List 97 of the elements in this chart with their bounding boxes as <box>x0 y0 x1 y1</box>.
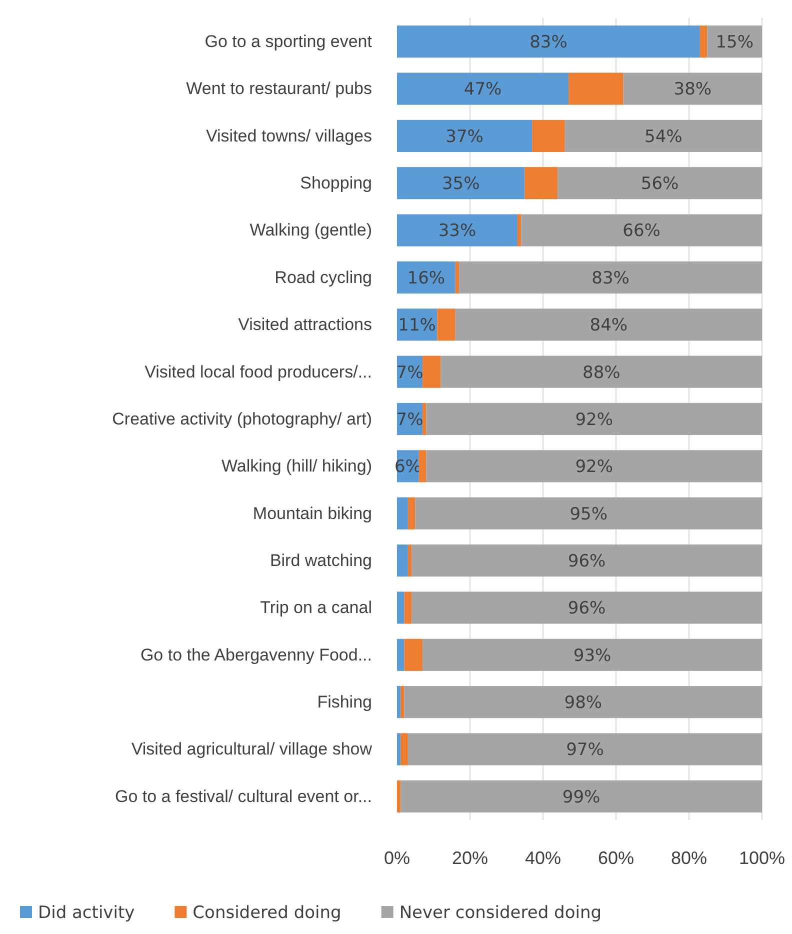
bar <box>422 638 762 671</box>
bar <box>558 167 762 200</box>
bar <box>459 261 762 294</box>
bar <box>415 497 762 530</box>
bar <box>397 214 518 246</box>
y-tick-label: Walking (gentle) <box>250 220 372 240</box>
bar <box>564 120 762 152</box>
bar <box>412 544 762 577</box>
data-label: 99% <box>562 787 600 808</box>
legend-label: Never considered doing <box>399 902 602 923</box>
data-label: 93% <box>573 646 612 666</box>
legend-label: Did activity <box>38 902 135 923</box>
y-tick-label: Trip on a canal <box>260 598 372 618</box>
data-label: 11% <box>398 316 436 336</box>
data-label: 92% <box>575 410 613 430</box>
bar <box>397 120 532 152</box>
bar <box>517 214 522 246</box>
bar <box>400 733 408 766</box>
data-label: 35% <box>442 174 480 194</box>
bar <box>521 214 762 246</box>
bar <box>397 26 700 58</box>
data-label: 16% <box>407 268 446 288</box>
bar <box>408 497 416 530</box>
x-tick-label: 60% <box>598 848 634 868</box>
bar <box>400 780 762 812</box>
x-tick-label: 20% <box>452 848 488 868</box>
bar <box>455 308 762 341</box>
y-tick-label: Go to a festival/ cultural event or... <box>114 786 372 806</box>
bar <box>397 592 404 624</box>
bar <box>422 356 441 388</box>
data-label: 92% <box>575 457 613 478</box>
data-label: 88% <box>582 362 620 383</box>
bar <box>426 402 762 436</box>
y-tick-label: Visited local food producers/... <box>144 362 372 382</box>
y-tick-label: Mountain biking <box>252 504 372 523</box>
bar <box>397 544 408 577</box>
y-tick-label: Fishing <box>317 692 372 712</box>
y-tick-label: Go to the Abergavenny Food... <box>140 645 372 664</box>
y-tick-label: Walking (hill/ hiking) <box>221 456 372 476</box>
x-tick-label: 80% <box>670 848 708 868</box>
bar <box>623 72 762 105</box>
bar <box>440 356 762 388</box>
bar <box>397 686 401 718</box>
data-label: 37% <box>446 126 484 147</box>
y-tick-label: Visited towns/ villages <box>206 126 372 146</box>
data-label: 54% <box>644 126 682 147</box>
y-tick-label: Creative activity (photography/ art) <box>112 409 372 428</box>
x-tick-label: 0% <box>384 848 410 868</box>
bar <box>408 733 762 766</box>
y-tick-label: Shopping <box>300 174 372 193</box>
bar <box>700 26 708 58</box>
bar <box>397 733 401 766</box>
data-label: 95% <box>570 504 608 524</box>
data-label: 38% <box>674 80 712 100</box>
data-label: 96% <box>568 598 606 619</box>
bar <box>397 167 525 200</box>
bar <box>412 592 762 624</box>
data-label: 66% <box>622 221 660 242</box>
bar <box>400 686 404 718</box>
bar <box>397 261 456 294</box>
data-label: 7% <box>396 362 424 383</box>
y-tick-label: Went to restaurant/ pubs <box>186 79 372 98</box>
y-tick-label: Bird watching <box>270 550 372 570</box>
data-label: 56% <box>640 174 679 194</box>
data-label: 97% <box>566 740 604 760</box>
bar <box>404 592 412 624</box>
data-label: 7% <box>396 410 424 430</box>
bar <box>397 497 408 530</box>
data-label: 15% <box>716 32 754 53</box>
y-tick-label: Visited agricultural/ village show <box>131 740 373 759</box>
bar <box>524 167 558 200</box>
y-tick-label: Visited attractions <box>238 315 372 334</box>
bar <box>455 261 460 294</box>
data-label: 96% <box>568 551 606 572</box>
data-label: 83% <box>592 268 630 288</box>
bar <box>532 120 565 152</box>
bar <box>568 72 624 105</box>
bar <box>397 780 401 812</box>
y-tick-label: Road cycling <box>274 268 372 287</box>
y-tick-label: Go to a sporting event <box>204 32 372 52</box>
bar <box>437 308 456 341</box>
data-label: 98% <box>564 693 602 714</box>
bar <box>404 638 423 671</box>
legend-label: Considered doing <box>192 902 342 923</box>
bar <box>426 450 762 482</box>
x-tick-label: 40% <box>524 848 562 868</box>
data-label: 47% <box>464 80 502 100</box>
x-tick-label: 100% <box>738 848 786 868</box>
data-label: 33% <box>438 221 476 242</box>
bar <box>422 402 426 436</box>
bar <box>404 686 762 718</box>
bar <box>408 544 412 577</box>
bar <box>397 72 569 105</box>
bar <box>397 638 404 671</box>
data-label: 83% <box>530 32 568 53</box>
data-label: 84% <box>590 316 628 336</box>
bar <box>418 450 426 482</box>
